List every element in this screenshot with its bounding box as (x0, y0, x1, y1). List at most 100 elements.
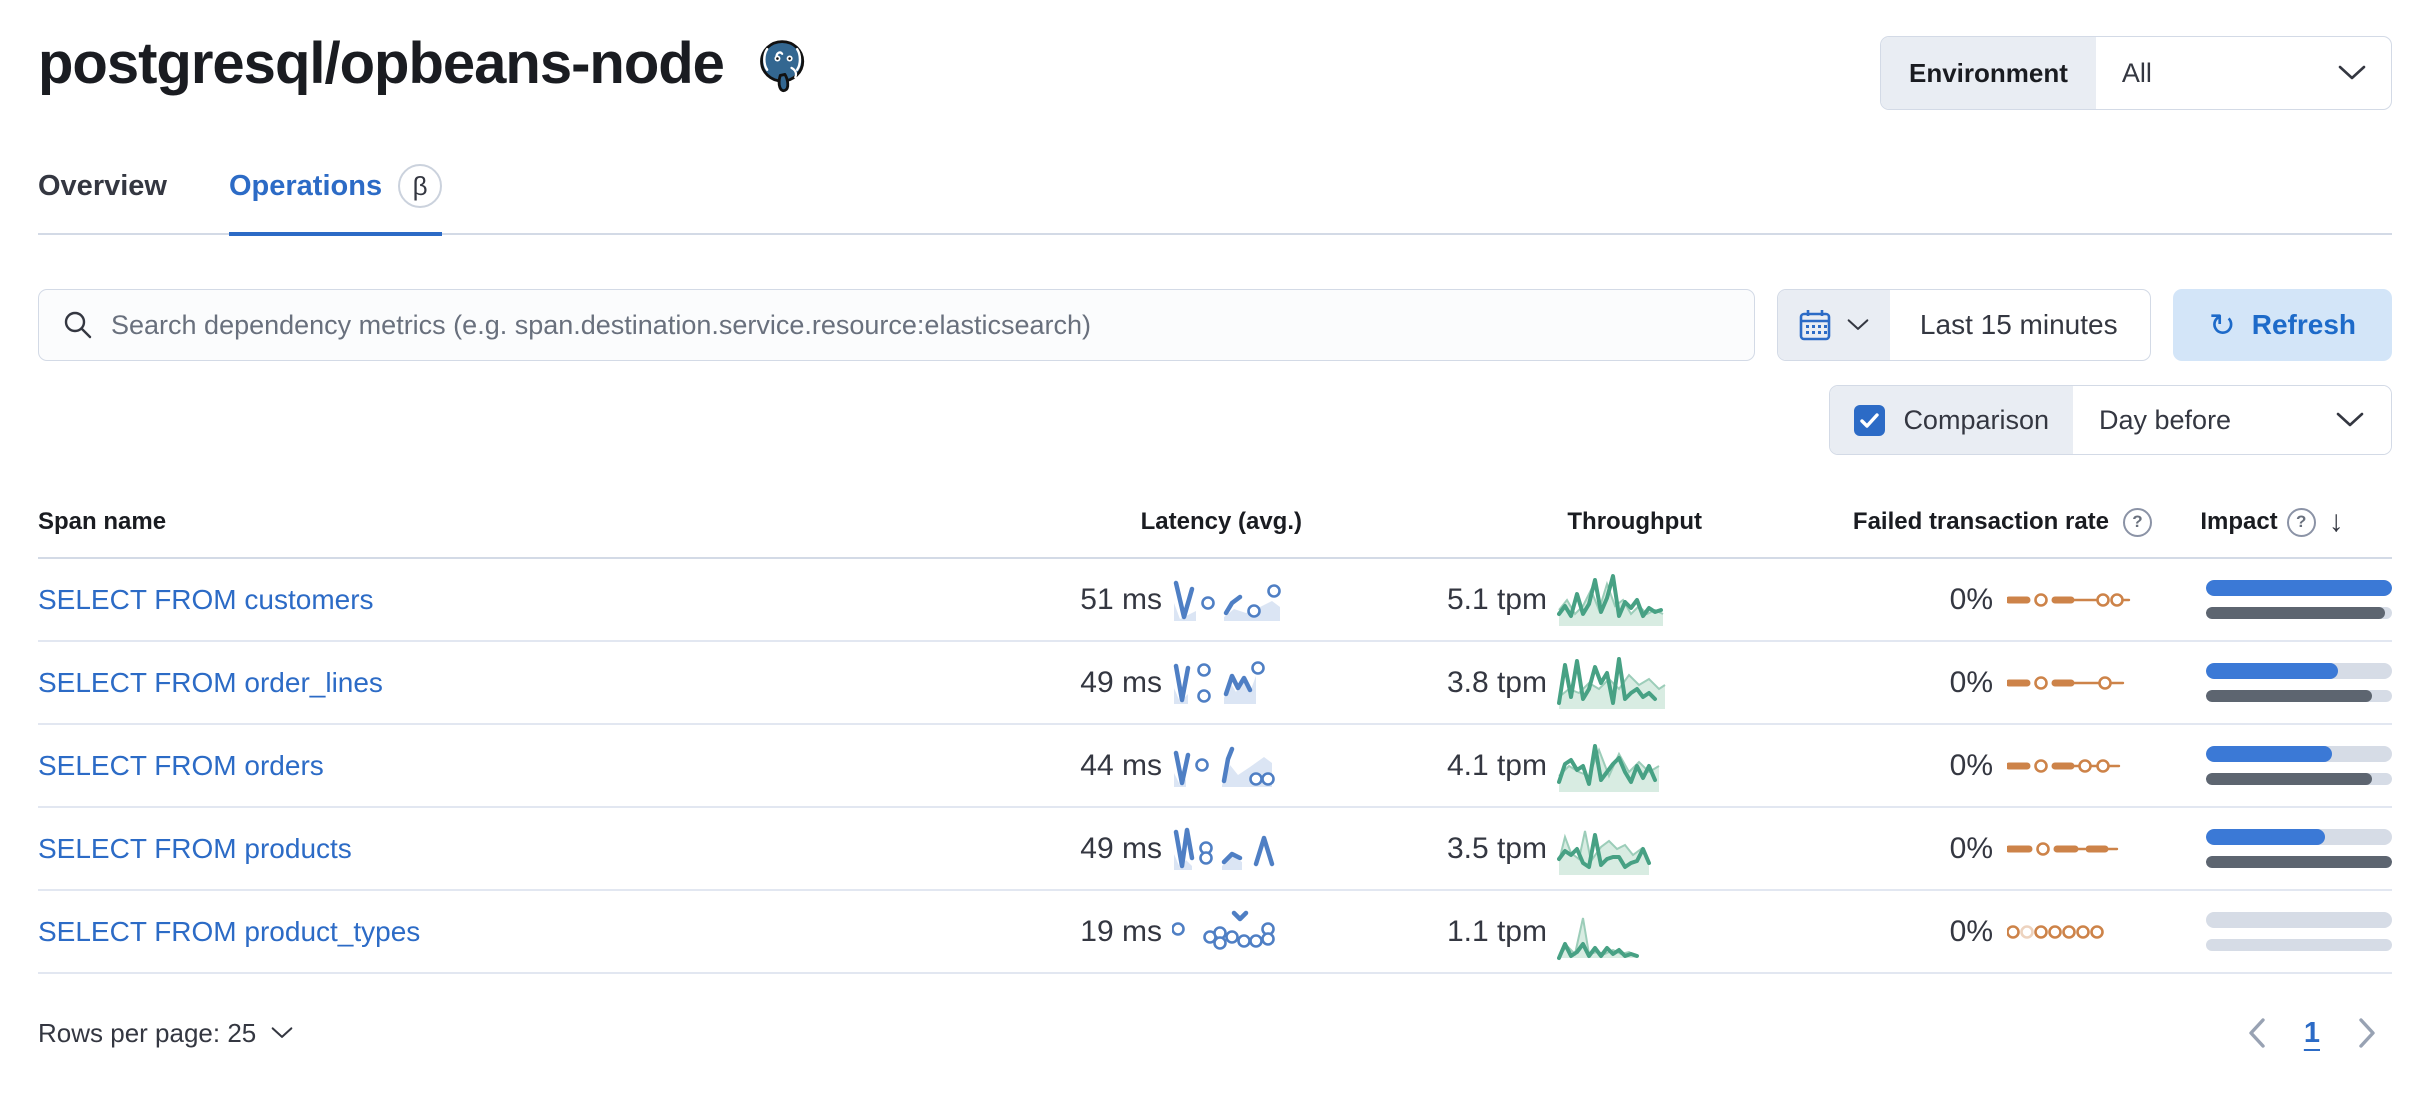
tab-operations-label: Operations (228, 169, 383, 202)
latency-sparkline (1172, 910, 1275, 950)
latency-sparkline (1173, 746, 1275, 787)
previous-page-button[interactable] (2244, 1016, 2270, 1050)
span-name-link[interactable]: SELECT FROM products (38, 832, 352, 864)
comparison-checkbox[interactable]: Comparison (1830, 386, 2073, 454)
latency-value: 44 ms (1080, 748, 1162, 782)
chevron-down-icon (2338, 65, 2366, 80)
chevron-down-icon (271, 1027, 293, 1038)
impact-bar-previous (2206, 773, 2392, 785)
failed-rate-value: 0% (1949, 748, 1993, 782)
apm-dependency-page: postgresql/opbeans-node Environment All … (38, 30, 2392, 1050)
calendar-icon (1799, 310, 1831, 341)
date-picker: Last 15 minutes (1776, 289, 2151, 361)
header-span-name: Span name (38, 508, 167, 535)
rows-per-page-button[interactable]: Rows per page: 25 (38, 1018, 294, 1049)
span-name-link[interactable]: SELECT FROM customers (38, 583, 374, 615)
header-throughput: Throughput (1567, 508, 1702, 535)
throughput-value: 3.5 tpm (1446, 831, 1547, 865)
latency-sparkline (1173, 660, 1265, 704)
refresh-button[interactable]: ↻ Refresh (2172, 289, 2392, 361)
failed-rate-sparkline (2007, 924, 2104, 939)
impact-bars (2152, 663, 2392, 702)
impact-bar-previous (2206, 939, 2392, 951)
table-header-row: Span name Latency (avg.) Throughput Fail… (38, 505, 2392, 559)
tab-overview[interactable]: Overview (38, 164, 167, 236)
latency-value: 49 ms (1080, 831, 1162, 865)
checkbox-checked-icon (1854, 404, 1886, 436)
date-picker-calendar-button[interactable] (1777, 290, 1890, 360)
latency-value: 49 ms (1080, 665, 1162, 699)
failed-rate-value: 0% (1949, 914, 1993, 948)
failed-rate-sparkline (2007, 592, 2131, 607)
throughput-value: 4.1 tpm (1446, 748, 1547, 782)
environment-value: All (2121, 57, 2152, 88)
next-page-button[interactable] (2354, 1016, 2380, 1050)
throughput-value: 3.8 tpm (1446, 665, 1547, 699)
environment-label: Environment (1881, 37, 2096, 109)
throughput-sparkline (1557, 830, 1651, 875)
span-name-link[interactable]: SELECT FROM product_types (38, 915, 421, 947)
impact-bar-previous (2206, 690, 2392, 702)
help-icon[interactable]: ? (2123, 507, 2152, 537)
impact-bar-current (2206, 663, 2392, 679)
latency-sparkline (1173, 580, 1281, 621)
throughput-sparkline (1557, 656, 1666, 709)
comparison-value: Day before (2099, 404, 2232, 435)
comparison-label: Comparison (1903, 404, 2049, 435)
impact-bar-previous (2206, 607, 2392, 619)
header-failed-rate: Failed transaction rate ? (1702, 507, 2152, 537)
beta-badge: β (398, 164, 443, 208)
failed-rate-sparkline (2007, 758, 2121, 773)
title-wrap: postgresql/opbeans-node (38, 30, 814, 97)
search-icon (64, 311, 92, 339)
sort-desc-icon: ↓ (2328, 505, 2344, 538)
impact-bar-current (2206, 746, 2392, 762)
impact-bars (2152, 829, 2392, 868)
latency-value: 51 ms (1080, 582, 1162, 616)
throughput-value: 5.1 tpm (1446, 582, 1547, 616)
tab-bar: Overview Operations β (38, 164, 2392, 236)
page-header: postgresql/opbeans-node Environment All (38, 30, 2392, 110)
page-title: postgresql/opbeans-node (38, 31, 725, 96)
refresh-icon: ↻ (2208, 307, 2236, 343)
postgresql-logo-icon (760, 39, 805, 92)
failed-rate-value: 0% (1949, 582, 1993, 616)
operations-table: Span name Latency (avg.) Throughput Fail… (38, 505, 2392, 974)
table-body: SELECT FROM customers 51 ms 5.1 tpm 0% S… (38, 559, 2392, 974)
latency-value: 19 ms (1080, 914, 1162, 948)
throughput-sparkline (1557, 743, 1660, 792)
span-name-link[interactable]: SELECT FROM order_lines (38, 666, 383, 698)
failed-rate-sparkline (2007, 675, 2125, 690)
impact-bar-previous (2206, 856, 2392, 868)
table-row: SELECT FROM product_types 19 ms 1.1 tpm … (38, 891, 2392, 974)
impact-bars (2152, 746, 2392, 785)
refresh-label: Refresh (2251, 309, 2356, 340)
environment-select[interactable]: Environment All (1880, 36, 2392, 110)
failed-rate-value: 0% (1949, 831, 1993, 865)
failed-rate-value: 0% (1949, 665, 1993, 699)
tab-operations[interactable]: Operations β (228, 164, 443, 236)
comparison-control: Comparison Day before (1829, 385, 2392, 455)
impact-bars (2152, 912, 2392, 951)
impact-bar-current (2206, 829, 2392, 845)
table-row: SELECT FROM products 49 ms 3.5 tpm 0% (38, 808, 2392, 891)
toolbar: Last 15 minutes ↻ Refresh (38, 289, 2392, 361)
search-input[interactable] (111, 309, 1730, 341)
time-range-button[interactable]: Last 15 minutes (1919, 309, 2118, 340)
pagination: 1 (2244, 1016, 2380, 1050)
table-row: SELECT FROM customers 51 ms 5.1 tpm 0% (38, 559, 2392, 642)
help-icon[interactable]: ? (2286, 507, 2316, 537)
throughput-value: 1.1 tpm (1446, 914, 1547, 948)
chevron-down-icon (2336, 412, 2364, 427)
span-name-link[interactable]: SELECT FROM orders (38, 749, 324, 781)
comparison-row: Comparison Day before (38, 385, 2392, 455)
search-bar (38, 289, 1755, 361)
header-impact[interactable]: Impact ? ↓ (2200, 505, 2344, 538)
failed-rate-sparkline (2007, 841, 2119, 856)
impact-bar-current (2206, 580, 2392, 596)
impact-bar-current (2206, 912, 2392, 928)
throughput-sparkline (1557, 917, 1639, 960)
comparison-select[interactable]: Day before (2073, 386, 2391, 454)
table-row: SELECT FROM orders 44 ms 4.1 tpm 0% (38, 725, 2392, 808)
page-number[interactable]: 1 (2303, 1016, 2320, 1049)
